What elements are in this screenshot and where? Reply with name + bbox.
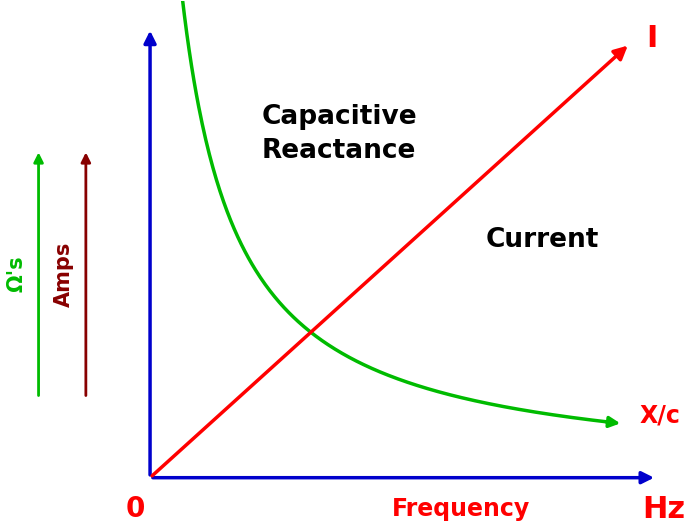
- Text: Capacitive
Reactance: Capacitive Reactance: [262, 104, 417, 164]
- Text: Frequency: Frequency: [392, 497, 530, 521]
- Text: Current: Current: [485, 227, 599, 253]
- Text: Amps: Amps: [55, 241, 75, 306]
- Text: Hz: Hz: [642, 495, 685, 524]
- Text: Ω's: Ω's: [7, 255, 27, 292]
- Text: I: I: [647, 24, 658, 53]
- Text: X/c: X/c: [640, 404, 681, 428]
- Text: 0: 0: [126, 495, 145, 523]
